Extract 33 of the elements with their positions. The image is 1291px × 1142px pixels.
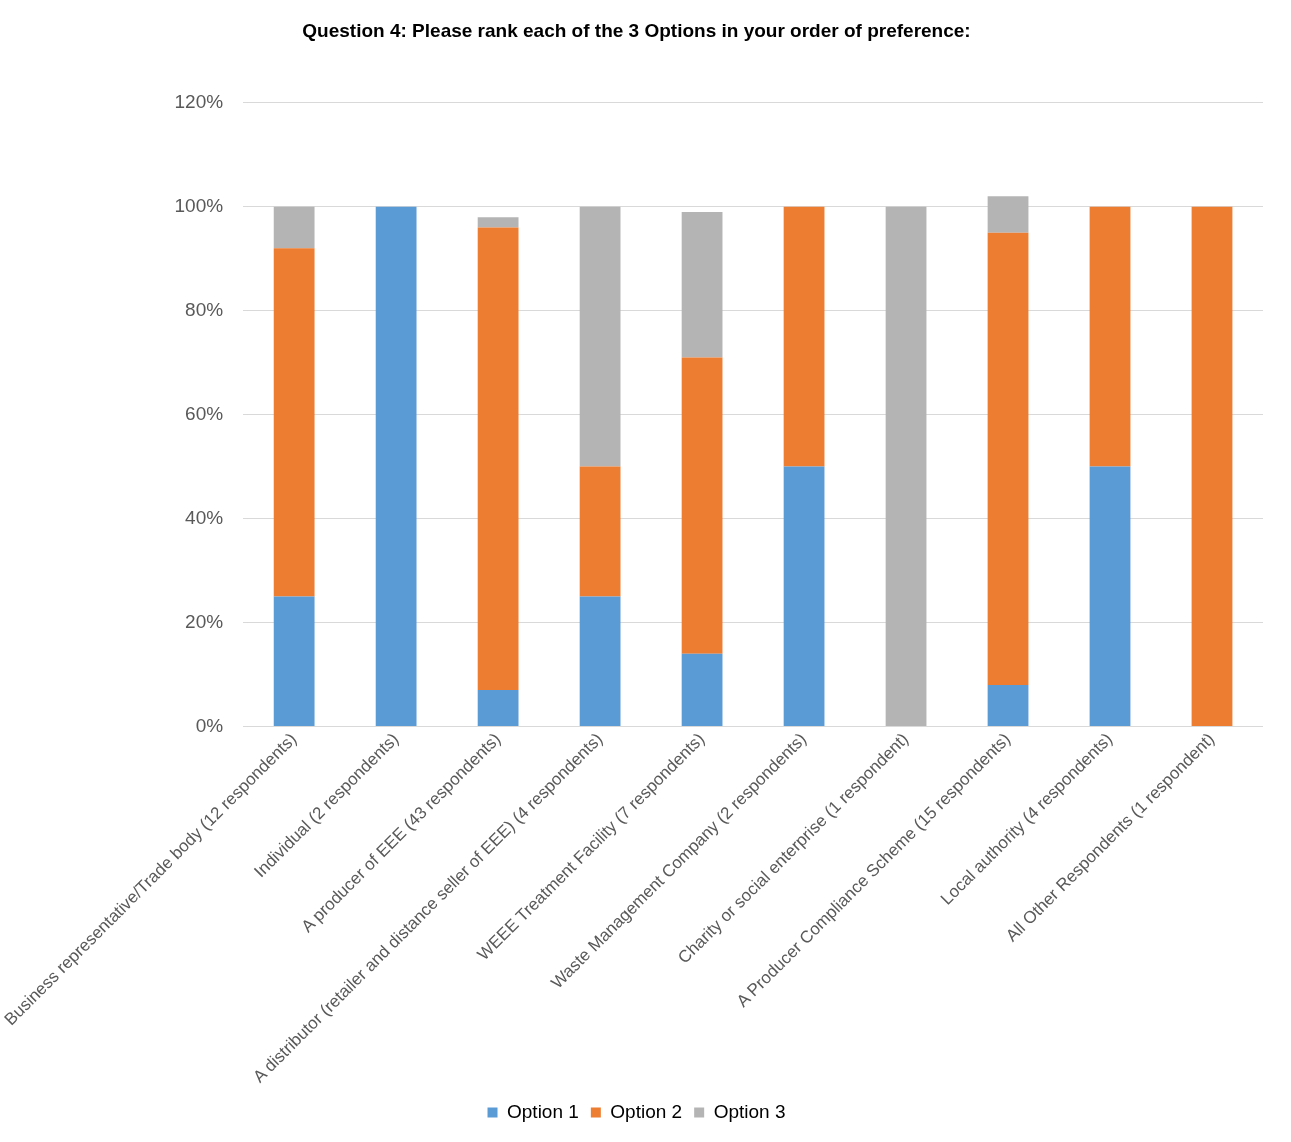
bar [477, 227, 519, 691]
y-tick-label: 100% [174, 194, 224, 216]
y-tick-label: 20% [185, 610, 224, 632]
bar [987, 684, 1029, 726]
bar [1089, 466, 1131, 726]
bar [273, 206, 315, 249]
bar [579, 596, 621, 726]
bar [579, 466, 621, 597]
y-tick-label: 80% [185, 298, 224, 320]
legend-label: Option 1 [507, 1100, 579, 1122]
bar [273, 596, 315, 726]
legend-label: Option 3 [713, 1100, 786, 1122]
bar [477, 690, 519, 726]
bar [783, 206, 825, 467]
bar [375, 206, 417, 726]
bar [987, 196, 1029, 233]
bar [1089, 206, 1131, 467]
y-tick-label: 120% [174, 91, 224, 113]
bar [477, 217, 519, 228]
legend-label: Option 2 [610, 1100, 683, 1122]
bar [1191, 206, 1233, 726]
bar [681, 357, 723, 654]
y-tick-label: 60% [185, 402, 224, 424]
bar [579, 206, 621, 467]
bar [885, 206, 927, 726]
bar [681, 211, 723, 358]
y-tick-label: 0% [195, 714, 224, 736]
y-tick-label: 40% [185, 506, 224, 528]
chart-title: Question 4: Please rank each of the 3 Options in your order of preference: [302, 19, 971, 41]
bar [273, 248, 315, 597]
bar [987, 232, 1029, 685]
bar [783, 466, 825, 726]
bar [681, 653, 723, 726]
